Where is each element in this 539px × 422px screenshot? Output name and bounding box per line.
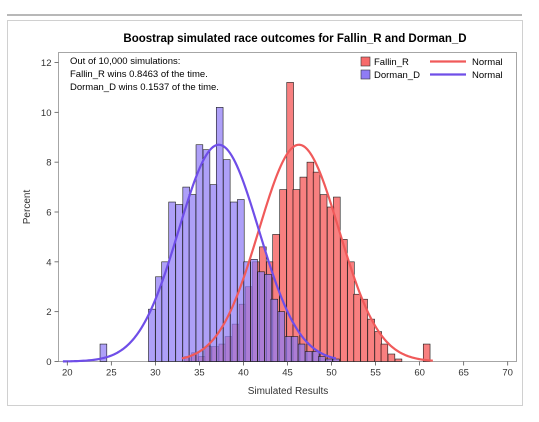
y-tick-label-4: 8 — [46, 158, 51, 169]
dorman-bar-0 — [99, 343, 108, 362]
y-axis-label: Percent — [22, 190, 33, 225]
fallin-bar-18 — [306, 161, 315, 362]
dorman-bar-22 — [290, 336, 299, 362]
y-tick-label-0: 0 — [46, 357, 51, 368]
y-tick-label-2: 4 — [46, 257, 51, 268]
legend-swatch-fallin — [360, 56, 371, 67]
dorman-bar-18 — [264, 273, 272, 362]
dorman-bar-13 — [230, 201, 238, 362]
x-tick-label-2: 30 — [150, 368, 161, 379]
x-tick-label-0: 20 — [62, 368, 73, 379]
fallin-bar-25 — [353, 293, 361, 362]
annotation-line-1: Out of 10,000 simulations: — [70, 56, 180, 67]
fallin-bar-21 — [326, 206, 335, 362]
y-tick-label-1: 2 — [46, 307, 51, 318]
dorman-bar-12 — [223, 159, 231, 362]
legend: Fallin_R Dorman_D Normal Normal — [360, 56, 503, 81]
normal-curve-dorman-d — [62, 143, 337, 363]
chart-title: Boostrap simulated race outcomes for Fal… — [123, 33, 466, 45]
y-axis-ticks: 0 2 4 6 8 10 12 — [41, 58, 59, 368]
legend-swatch-dorman — [360, 69, 371, 80]
x-tick-label-4: 40 — [238, 368, 249, 379]
dorman-bar-3 — [161, 261, 169, 362]
dorman-bar-24 — [304, 351, 313, 362]
x-tick-label-5: 45 — [282, 368, 293, 379]
x-tick-label-10: 70 — [502, 368, 513, 379]
y-tick-label-5: 10 — [41, 108, 52, 119]
x-axis-ticks: 20 25 30 35 40 45 50 55 60 65 70 — [62, 361, 513, 379]
fallin-bar-20 — [319, 194, 328, 362]
fallin-bar-27 — [367, 318, 375, 362]
fallin-bar-29 — [380, 343, 389, 362]
x-tick-label-1: 25 — [106, 368, 117, 379]
dorman-bar-27 — [325, 358, 333, 362]
fallin-bar-16 — [292, 189, 301, 362]
annotation-box: Out of 10,000 simulations: Fallin_R wins… — [70, 56, 219, 93]
dorman-bar-19 — [270, 298, 278, 362]
dorman-bar-7 — [188, 194, 197, 362]
legend-label-dorman: Dorman_D — [374, 70, 420, 81]
dorman-bar-25 — [311, 351, 320, 362]
dorman-bar-23 — [297, 343, 306, 362]
annotation-line-3: Dorman_D wins 0.1537 of the time. — [70, 82, 219, 93]
legend-label-fallin: Fallin_R — [374, 57, 409, 68]
dorman-bar-4 — [168, 201, 176, 362]
dorman-bar-1 — [148, 308, 156, 362]
dorman-bar-20 — [277, 311, 286, 362]
fallin-bar-31 — [394, 358, 403, 362]
dorman-bar-16 — [250, 259, 258, 362]
x-tick-label-6: 50 — [326, 368, 337, 379]
legend-label-normal-fallin: Normal — [472, 57, 503, 68]
legend-label-normal-dorman: Normal — [472, 70, 503, 81]
dorman-bar-21 — [284, 336, 293, 362]
fallin-bar-23 — [340, 239, 348, 362]
fallin-bar-30 — [387, 353, 396, 362]
dorman-bars — [99, 107, 340, 362]
fallin-bar-19 — [312, 171, 321, 362]
x-axis-label: Simulated Results — [248, 386, 329, 397]
x-tick-label-8: 60 — [414, 368, 425, 379]
annotation-line-2: Fallin_R wins 0.8463 of the time. — [70, 69, 208, 80]
y-tick-label-6: 12 — [41, 58, 52, 69]
dorman-bar-17 — [257, 271, 265, 362]
normal-curve-fallin-r — [181, 143, 433, 362]
y-tick-label-3: 6 — [46, 208, 51, 219]
x-tick-label-9: 65 — [458, 368, 469, 379]
dorman-bar-26 — [318, 356, 326, 362]
normal-curves — [62, 143, 433, 363]
fallin-bar-32 — [422, 343, 431, 362]
x-tick-label-3: 35 — [194, 368, 205, 379]
dorman-bar-28 — [332, 358, 340, 362]
x-tick-label-7: 55 — [370, 368, 381, 379]
dorman-bar-9 — [202, 149, 211, 362]
